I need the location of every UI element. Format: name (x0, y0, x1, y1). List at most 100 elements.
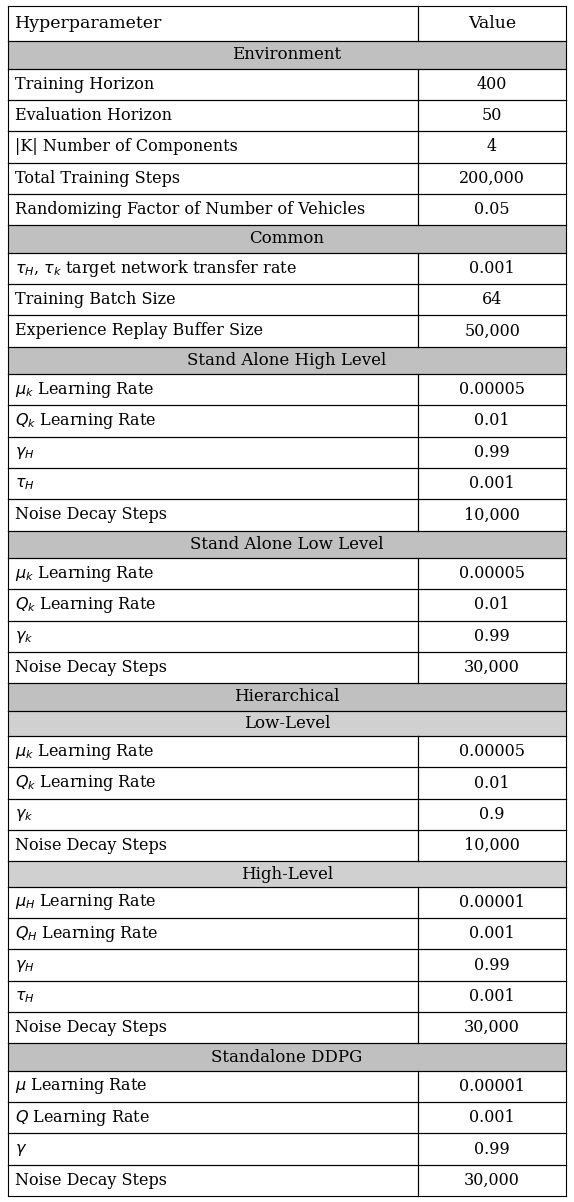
Text: $\mu_k$ Learning Rate: $\mu_k$ Learning Rate (15, 564, 154, 584)
Text: 0.9: 0.9 (479, 805, 505, 823)
Bar (8, 162, 418, 194)
Text: 10,000: 10,000 (464, 506, 520, 523)
Bar (8, 767, 418, 798)
Text: $\gamma_H$: $\gamma_H$ (15, 444, 34, 460)
Text: 0.99: 0.99 (474, 1141, 510, 1158)
Text: 30,000: 30,000 (464, 1019, 520, 1036)
Bar (418, 284, 566, 315)
Bar (8, 862, 566, 887)
Text: 0.001: 0.001 (469, 988, 515, 1005)
Text: $Q_H$ Learning Rate: $Q_H$ Learning Rate (15, 923, 158, 944)
Bar (8, 499, 418, 530)
Text: Value: Value (468, 16, 516, 32)
Bar (8, 620, 418, 651)
Text: Noise Decay Steps: Noise Decay Steps (15, 1019, 167, 1036)
Text: Evaluation Horizon: Evaluation Horizon (15, 107, 172, 124)
Bar (8, 374, 418, 405)
Bar (8, 683, 566, 710)
Text: Training Batch Size: Training Batch Size (15, 291, 176, 308)
Text: Environment: Environment (232, 47, 342, 64)
Bar (418, 558, 566, 589)
Text: Training Horizon: Training Horizon (15, 76, 154, 93)
Bar (418, 981, 566, 1012)
Bar (8, 887, 418, 918)
Text: 0.00005: 0.00005 (459, 565, 525, 582)
Text: $Q$ Learning Rate: $Q$ Learning Rate (15, 1108, 150, 1127)
Text: $\mu$ Learning Rate: $\mu$ Learning Rate (15, 1077, 148, 1096)
Text: Stand Alone Low Level: Stand Alone Low Level (190, 536, 384, 553)
Text: 30,000: 30,000 (464, 659, 520, 676)
Bar (418, 374, 566, 405)
Bar (418, 1012, 566, 1043)
Bar (8, 405, 418, 436)
Bar (418, 736, 566, 767)
Text: Common: Common (250, 231, 324, 248)
Text: 50: 50 (482, 107, 502, 124)
Text: Randomizing Factor of Number of Vehicles: Randomizing Factor of Number of Vehicles (15, 201, 365, 218)
Text: Stand Alone High Level: Stand Alone High Level (187, 352, 387, 369)
Bar (8, 194, 418, 225)
Bar (418, 468, 566, 499)
Bar (418, 69, 566, 100)
Text: 0.99: 0.99 (474, 627, 510, 644)
Text: 30,000: 30,000 (464, 1172, 520, 1189)
Text: 0.01: 0.01 (474, 596, 510, 613)
Bar (418, 589, 566, 620)
Bar (418, 767, 566, 798)
Bar (418, 131, 566, 162)
Bar (8, 558, 418, 589)
Bar (418, 620, 566, 651)
Bar (8, 530, 566, 558)
Bar (418, 436, 566, 468)
Text: 0.01: 0.01 (474, 412, 510, 429)
Text: 0.001: 0.001 (469, 926, 515, 942)
Text: 0.00001: 0.00001 (459, 1078, 525, 1095)
Text: 10,000: 10,000 (464, 837, 520, 855)
Text: 0.001: 0.001 (469, 260, 515, 276)
Text: $Q_k$ Learning Rate: $Q_k$ Learning Rate (15, 595, 157, 615)
Bar (8, 41, 566, 69)
Text: 0.00005: 0.00005 (459, 381, 525, 398)
Bar (418, 651, 566, 683)
Bar (8, 346, 566, 374)
Bar (418, 918, 566, 950)
Bar (418, 315, 566, 346)
Text: Noise Decay Steps: Noise Decay Steps (15, 1172, 167, 1189)
Text: 200,000: 200,000 (459, 169, 525, 186)
Bar (418, 1102, 566, 1133)
Bar (418, 950, 566, 981)
Bar (418, 252, 566, 284)
Text: $\gamma_H$: $\gamma_H$ (15, 957, 34, 974)
Bar (8, 315, 418, 346)
Text: Experience Replay Buffer Size: Experience Replay Buffer Size (15, 322, 263, 339)
Text: 0.99: 0.99 (474, 957, 510, 974)
Text: 0.00001: 0.00001 (459, 894, 525, 911)
Bar (418, 1133, 566, 1165)
Bar (8, 436, 418, 468)
Bar (8, 69, 418, 100)
Text: $\tau_H$: $\tau_H$ (15, 475, 34, 492)
Text: $\mu_H$ Learning Rate: $\mu_H$ Learning Rate (15, 892, 156, 912)
Bar (8, 651, 418, 683)
Bar (8, 981, 418, 1012)
Bar (8, 589, 418, 620)
Bar (418, 798, 566, 831)
Text: High-Level: High-Level (241, 865, 333, 882)
Text: Noise Decay Steps: Noise Decay Steps (15, 837, 167, 855)
Bar (8, 1012, 418, 1043)
Bar (8, 6, 418, 41)
Text: Hyperparameter: Hyperparameter (15, 16, 162, 32)
Text: Noise Decay Steps: Noise Decay Steps (15, 506, 167, 523)
Bar (418, 6, 566, 41)
Bar (8, 225, 566, 252)
Text: $\gamma$: $\gamma$ (15, 1141, 27, 1158)
Text: Total Training Steps: Total Training Steps (15, 169, 180, 186)
Bar (8, 710, 566, 736)
Bar (418, 162, 566, 194)
Text: 400: 400 (477, 76, 507, 93)
Text: 64: 64 (482, 291, 502, 308)
Text: |K| Number of Components: |K| Number of Components (15, 138, 238, 155)
Bar (8, 736, 418, 767)
Text: Low-Level: Low-Level (244, 715, 330, 732)
Text: $Q_k$ Learning Rate: $Q_k$ Learning Rate (15, 773, 157, 793)
